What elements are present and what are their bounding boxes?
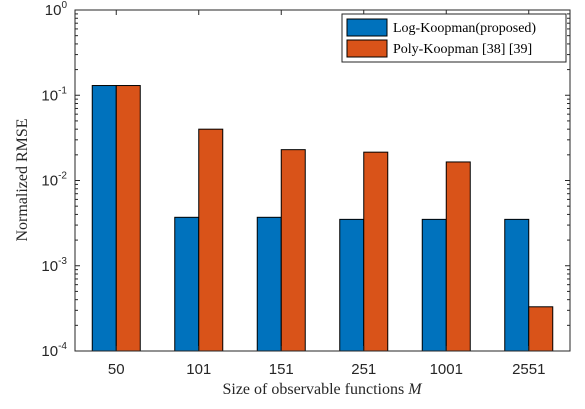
bars-layer [91, 85, 554, 352]
bar-poly-koopman-1001 [445, 161, 471, 352]
y-tick-label: 10-3 [41, 256, 67, 275]
x-tick-label: 251 [351, 361, 376, 378]
bar-log-koopman-50 [91, 85, 117, 352]
y-tick-label: 10-1 [41, 85, 67, 104]
legend-swatch-log-koopman [346, 18, 388, 37]
y-tick-label-exponent: -3 [58, 256, 67, 267]
x-tick-label: 2551 [512, 361, 545, 378]
y-tick-label: 10-4 [41, 341, 67, 360]
y-tick-label-base: 10 [41, 258, 58, 275]
x-tick-label: 101 [186, 361, 211, 378]
x-tick-label: 50 [108, 361, 125, 378]
x-tick-label: 151 [269, 361, 294, 378]
bar-poly-koopman-251 [363, 151, 389, 352]
y-tick-label-base: 10 [41, 87, 58, 104]
x-axis-title-text: Size of observable functions [222, 381, 404, 398]
y-tick-label-base: 10 [41, 173, 58, 190]
bar-poly-koopman-101 [198, 128, 224, 352]
bar-log-koopman-101 [174, 216, 200, 352]
x-axis-variable: M [407, 381, 423, 398]
bar-log-koopman-151 [256, 216, 282, 352]
legend: Log-Koopman(proposed) Poly-Koopman [38] … [341, 13, 567, 63]
x-axis-ticks: 50 101 151 251 1001 2551 [108, 10, 545, 378]
bar-poly-koopman-2551 [528, 306, 554, 352]
y-tick-label-exponent: -1 [58, 85, 67, 96]
bar-log-koopman-1001 [421, 218, 447, 352]
y-axis-title: Normalized RMSE [14, 118, 31, 241]
y-tick-label: 10-2 [41, 171, 67, 190]
y-tick-label-exponent: -2 [58, 171, 67, 182]
bar-log-koopman-2551 [504, 218, 530, 352]
legend-label-log-koopman: Log-Koopman(proposed) [393, 21, 536, 36]
x-axis-title: Size of observable functions M [222, 381, 423, 398]
y-tick-label-base: 10 [41, 343, 58, 360]
y-tick-label: 100 [45, 0, 68, 19]
y-tick-label-base: 10 [45, 2, 62, 19]
legend-swatch-poly-koopman [346, 39, 388, 58]
y-tick-label-exponent: -4 [58, 341, 67, 352]
y-tick-label-exponent: 0 [61, 0, 67, 11]
legend-label-poly-koopman: Poly-Koopman [38] [39] [393, 42, 532, 57]
x-tick-label: 1001 [430, 361, 463, 378]
bar-poly-koopman-50 [115, 85, 141, 352]
bar-poly-koopman-151 [280, 149, 306, 352]
bar-log-koopman-251 [339, 218, 365, 352]
